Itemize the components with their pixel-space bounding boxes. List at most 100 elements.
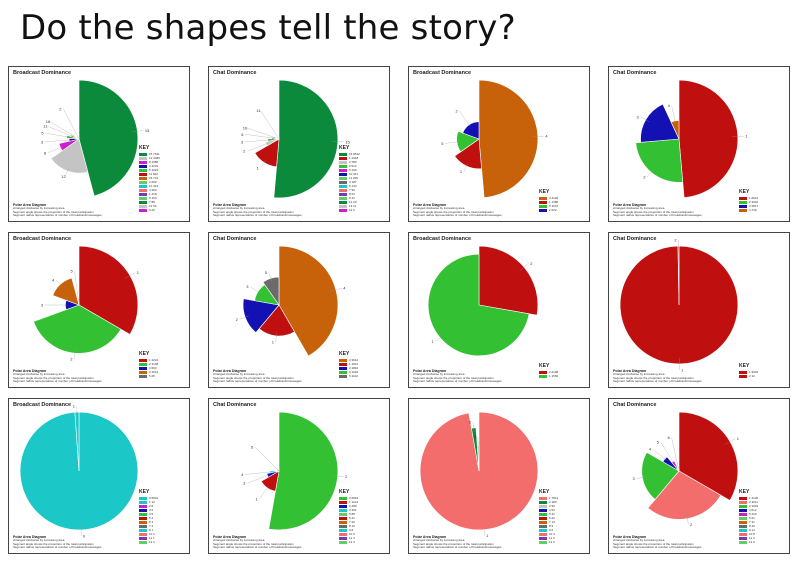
leader-line: [47, 146, 63, 154]
legend-entry: 5 220: [739, 512, 789, 516]
polar-area-chart: 2 1 3 4 5: [241, 411, 348, 531]
slice-label: 3: [243, 481, 246, 486]
polar-area-chart: 4 1 2 3 5: [236, 245, 346, 357]
legend-swatch: [539, 196, 547, 200]
legend-swatch: [139, 192, 147, 196]
legend-swatch: [139, 540, 147, 544]
pie-slice: [78, 79, 139, 197]
legend-label: 12 20: [349, 200, 357, 204]
legend-entry: 2 2108: [539, 370, 589, 374]
legend-swatch: [139, 508, 147, 512]
legend-entry: 8 64: [339, 192, 389, 196]
legend-swatch: [139, 164, 147, 168]
legend-swatch: [139, 200, 147, 204]
slice-label: 2: [674, 238, 677, 243]
legend-entry: 9 22: [139, 208, 189, 212]
legend-label: 11 3: [549, 536, 555, 540]
legend-label: 4 301: [349, 508, 357, 512]
legend-entry: 5 88: [339, 512, 389, 516]
legend-entry: 8 20: [739, 524, 789, 528]
footnote-line: Segment radius representative of number …: [13, 545, 102, 550]
legend-swatch: [139, 204, 147, 208]
legend-entry: 15 7511: [139, 152, 189, 156]
slice-label: 4: [52, 277, 55, 282]
legend-entry: 8 9: [539, 524, 589, 528]
footnote-line: Segment angle shows the proportion of th…: [613, 541, 694, 546]
leader-line: [435, 334, 445, 342]
slice-label: 3: [246, 284, 249, 289]
legend-entry: 7 2: [139, 524, 189, 528]
slice-label: 2: [469, 419, 472, 424]
legend-label: 3 690: [149, 366, 157, 370]
leader-line: [483, 523, 485, 536]
slice-label: 2: [70, 357, 73, 362]
leader-line: [250, 286, 261, 294]
legend-entry: 2 6810: [339, 496, 389, 500]
slice-label: 2: [455, 109, 458, 114]
legend-label: 9 41: [349, 196, 355, 200]
legend-swatch: [139, 172, 147, 176]
legend-swatch: [539, 524, 547, 528]
legend-swatch: [339, 500, 347, 504]
legend-label: 1 1611: [349, 362, 358, 366]
legend-label: 12 1: [149, 540, 155, 544]
polar-area-chart: 1 2 3: [419, 411, 539, 538]
legend-label: 3 1901: [749, 504, 759, 508]
legend-label: 3 1022: [349, 370, 359, 374]
legend-swatch: [539, 504, 547, 508]
slice-label: 1: [486, 533, 489, 538]
legend-entry: 1 2318: [339, 156, 389, 160]
legend-entry: 10 410: [139, 184, 189, 188]
legend-swatch: [739, 196, 747, 200]
legend-label: 8 20: [749, 524, 755, 528]
leader-line: [459, 110, 471, 127]
legend-label: 10 1: [149, 532, 155, 536]
legend-swatch: [139, 184, 147, 188]
legend-label: 16 741: [149, 176, 159, 180]
footnote-title: Polar Area Diagram: [13, 203, 47, 208]
legend-label: 7 96: [349, 188, 355, 192]
legend-swatch: [739, 516, 747, 520]
legend-label: 4 1512: [149, 370, 159, 374]
legend-entry: 10 8: [739, 532, 789, 536]
slice-label: 3: [474, 434, 477, 439]
legend-swatch: [339, 366, 347, 370]
legend-label: 7 31: [749, 520, 755, 524]
legend-label: 6 22: [549, 516, 555, 520]
chart-title: Chat Dominance: [213, 402, 257, 408]
leader-line: [472, 421, 475, 433]
legend-swatch: [339, 164, 347, 168]
footnote-line: Segment angle shows the proportion of th…: [213, 209, 294, 214]
legend-entry: 1 4120: [739, 496, 789, 500]
legend-entry: 5 1022: [139, 168, 189, 172]
legend-entry: 3 480: [339, 504, 389, 508]
legend-entry: 3 1201: [139, 164, 189, 168]
legend-label: 9 8: [349, 528, 354, 532]
legend-entry: 2 622: [539, 208, 589, 212]
chart-legend: KEY 4 3126 1 1380 5 1007 2 622: [539, 189, 589, 212]
legend-label: 4 390: [149, 188, 157, 192]
legend-swatch: [339, 180, 347, 184]
legend-swatch: [339, 358, 347, 362]
polar-area-chart: 4 1 5 2: [441, 79, 548, 199]
legend-swatch: [339, 188, 347, 192]
chart-footnote: Polar Area Diagram Arranged clockwise by …: [413, 369, 583, 384]
footnote-line: Segment angle shows the proportion of th…: [613, 375, 694, 380]
legend-entry: 12 2: [539, 540, 589, 544]
chart-footnote: Polar Area Diagram Arranged clockwise by …: [613, 369, 783, 384]
legend-entry: 6 41: [339, 516, 389, 520]
leader-line: [640, 116, 650, 122]
legend-entry: 4 301: [339, 508, 389, 512]
slice-label: 2: [236, 317, 239, 322]
legend-swatch: [339, 200, 347, 204]
footnote-title: Polar Area Diagram: [13, 369, 47, 374]
leader-line: [124, 272, 136, 279]
legend-label: 3 6: [149, 508, 154, 512]
legend-entry: 7 14: [539, 520, 589, 524]
chart-legend: KEY 1 4210 2 3108 3 690 4 1512 5 25: [139, 351, 189, 378]
slice-label: 1: [137, 270, 140, 275]
slice-label: 15: [145, 128, 150, 133]
footnote-line: Segment angle shows the proportion of th…: [413, 209, 494, 214]
chart-panel: Chat Dominance 1 2 KEY 1 9932 2 12 Polar Area …: [608, 232, 790, 388]
footnote-line: Segment radius representative of number …: [613, 379, 702, 384]
